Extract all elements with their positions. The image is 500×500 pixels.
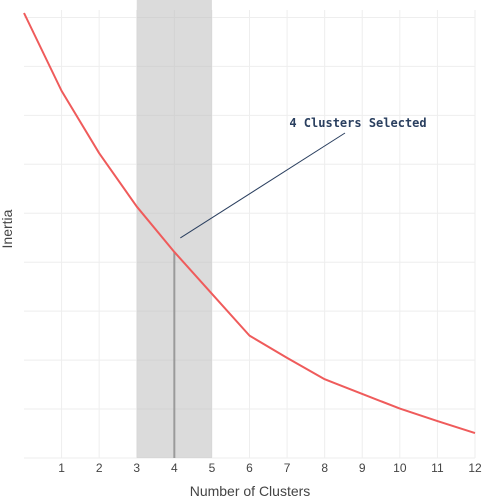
annotation-layer: 4 Clusters Selected [180, 116, 427, 239]
x-tick-label: 4 [171, 461, 178, 475]
series-layer [23, 12, 476, 435]
x-tick-label: 12 [468, 461, 482, 475]
annotation-arrow [180, 132, 346, 239]
annotation-label: 4 Clusters Selected [289, 116, 426, 130]
x-tick-label: 2 [96, 461, 103, 475]
x-tick-label: 6 [246, 461, 253, 475]
x-tick-label: 11 [431, 461, 444, 475]
x-tick-label: 1 [58, 461, 65, 475]
x-tick-label: 9 [359, 461, 366, 475]
grid-layer [24, 10, 476, 459]
x-tick-label: 3 [133, 461, 140, 475]
x-tick-label: 8 [321, 461, 328, 475]
x-tick-layer: 1 2 3 4 5 6 7 8 9 10 11 12 [58, 461, 482, 475]
x-tick-label: 5 [209, 461, 216, 475]
x-tick-label: 10 [393, 461, 407, 475]
y-axis-title: Inertia [0, 209, 15, 248]
x-axis-title: Number of Clusters [190, 483, 311, 499]
highlight-band-layer [136, 0, 212, 458]
x-tick-label: 7 [284, 461, 291, 475]
